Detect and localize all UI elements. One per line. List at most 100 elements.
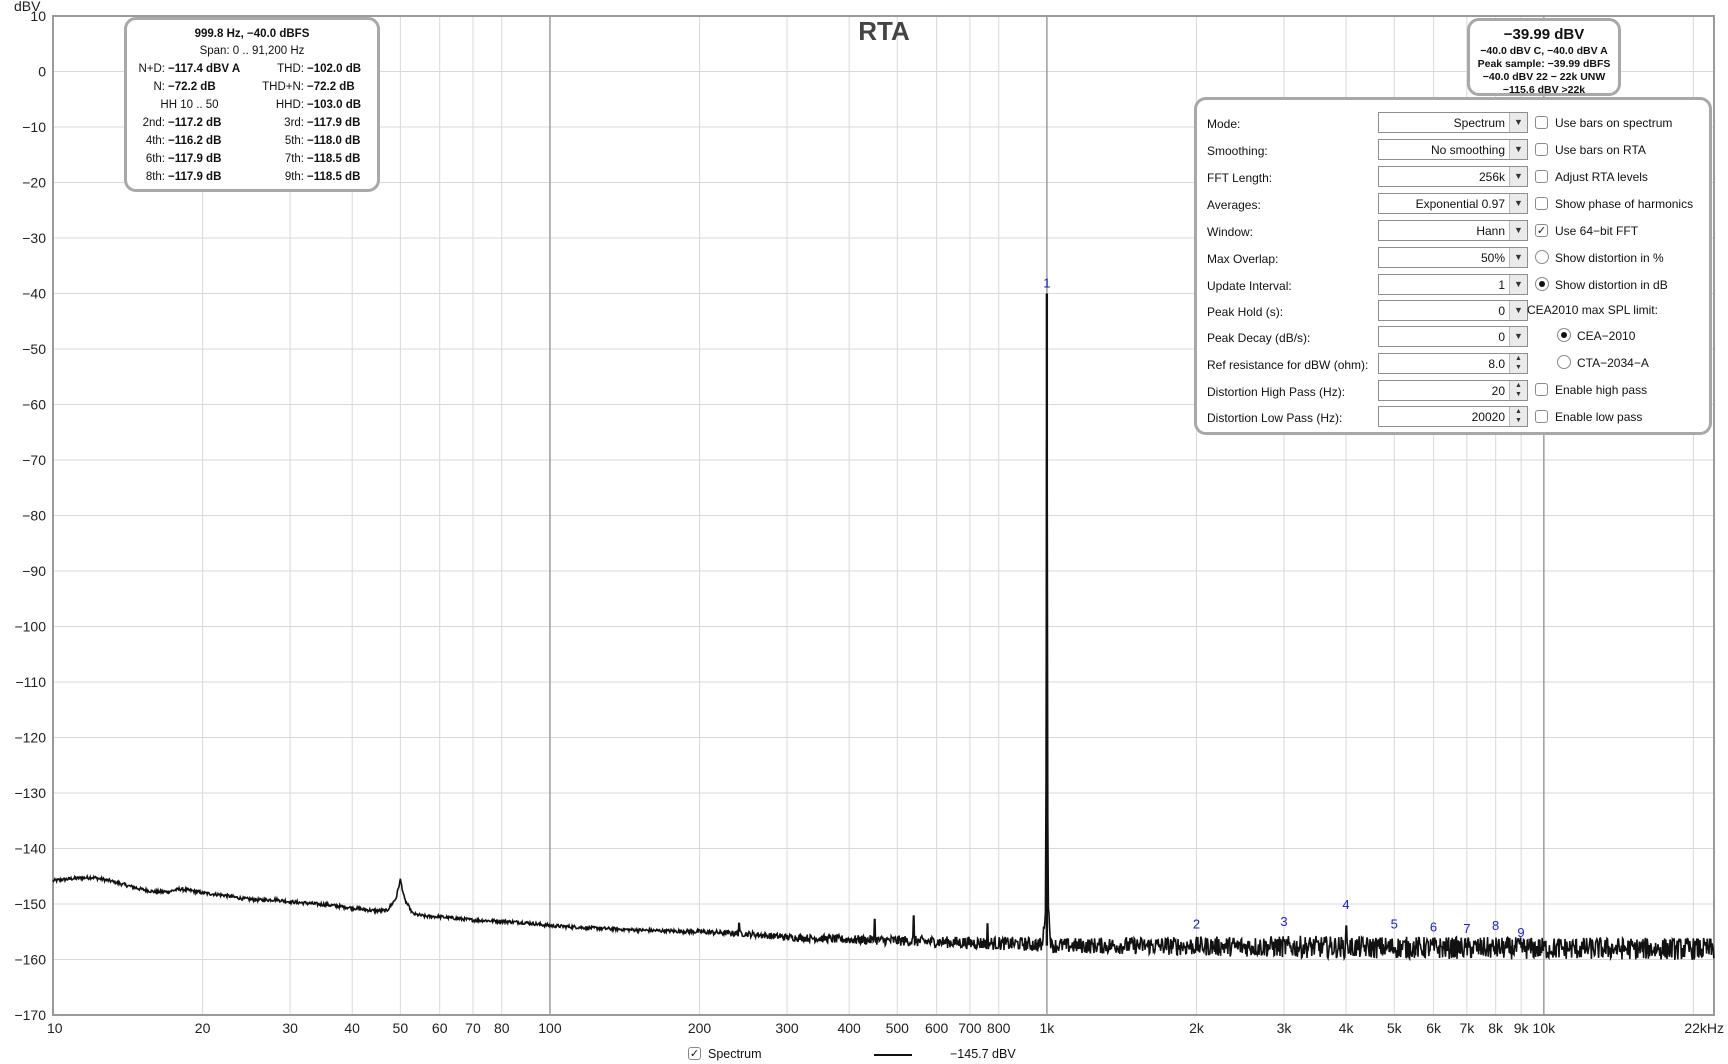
x-tick-label: 8k [1488, 1020, 1504, 1036]
use-bars-spectrum-option[interactable]: Use bars on spectrum [1535, 113, 1705, 133]
readout-row: 8th: −117.9 dB 9th: −118.5 dB [127, 168, 377, 186]
max-overlap-select[interactable]: 50% ▼ [1378, 247, 1528, 268]
phase-harmonics-checkbox[interactable] [1535, 197, 1548, 210]
fft-length-select[interactable]: 256k ▼ [1378, 166, 1528, 187]
cta2034-option[interactable]: CTA−2034−A [1557, 353, 1727, 373]
harmonic-marker: 9 [1517, 925, 1524, 940]
distortion-high-pass-spinner[interactable]: 20 ▲ ▼ [1378, 380, 1528, 401]
peak-decay-select[interactable]: 0 ▼ [1378, 326, 1528, 347]
y-tick-label: −60 [22, 397, 46, 413]
readout-value: −116.2 dB [168, 135, 222, 147]
readout-row: 4th: −116.2 dB 5th: −118.0 dB [127, 132, 377, 150]
y-tick-label: −80 [22, 508, 46, 524]
setting-max-overlap: Max Overlap: 50% ▼ [1207, 247, 1707, 271]
distortion-db-option[interactable]: Show distortion in dB [1535, 275, 1705, 295]
chevron-down-icon: ▼ [1509, 140, 1527, 159]
select-value: No smoothing [1430, 143, 1505, 157]
harmonic-marker: 7 [1463, 921, 1470, 936]
distortion-percent-radio[interactable] [1535, 250, 1549, 264]
y-tick-label: −110 [16, 674, 47, 690]
x-tick-label: 1k [1039, 1020, 1055, 1036]
cea2010-option[interactable]: CEA−2010 [1557, 326, 1727, 346]
option-label: Use 64−bit FFT [1555, 224, 1639, 238]
stepper-arrows-icon[interactable]: ▲ ▼ [1509, 354, 1527, 373]
y-tick-label: −20 [22, 175, 46, 191]
fft64-option[interactable]: ✓ Use 64−bit FFT [1535, 221, 1705, 241]
peak-hold-select[interactable]: 0 ▼ [1378, 300, 1528, 321]
select-value: 1 [1498, 278, 1505, 292]
level-main: −39.99 dBV [1503, 26, 1585, 43]
setting-fft-length: FFT Length: 256k ▼ [1207, 166, 1707, 190]
x-tick-label: 70 [465, 1020, 481, 1036]
x-tick-label: 5k [1387, 1020, 1403, 1036]
chevron-down-icon: ▼ [1509, 113, 1527, 132]
setting-peak-hold: Peak Hold (s): 0 ▼ [1207, 300, 1707, 324]
distortion-db-radio[interactable] [1535, 277, 1549, 291]
window-select[interactable]: Hann ▼ [1378, 220, 1528, 241]
readout-value: −117.2 dB [168, 117, 222, 129]
option-label: Adjust RTA levels [1555, 170, 1648, 184]
chevron-down-icon: ▼ [1509, 327, 1527, 346]
readout-row: N: −72.2 dB THD+N: −72.2 dB [127, 78, 377, 96]
cea-heading-label: CEA2010 max SPL limit: [1527, 303, 1658, 317]
option-label: Show distortion in % [1555, 251, 1664, 265]
setting-label: Mode: [1207, 117, 1241, 131]
distortion-percent-option[interactable]: Show distortion in % [1535, 248, 1705, 268]
readout-label: 8th: [145, 171, 165, 183]
use-bars-rta-option[interactable]: Use bars on RTA [1535, 140, 1705, 160]
setting-label: Distortion High Pass (Hz): [1207, 385, 1346, 399]
plot-frame [52, 15, 1715, 1016]
use-bars-spectrum-checkbox[interactable] [1535, 116, 1548, 129]
fft64-checkbox[interactable]: ✓ [1535, 224, 1548, 237]
x-tick-label: 3k [1277, 1020, 1293, 1036]
ref-resistance-spinner[interactable]: 8.0 ▲ ▼ [1378, 353, 1528, 374]
x-tick-label: 7k [1459, 1020, 1475, 1036]
phase-harmonics-option[interactable]: Show phase of harmonics [1535, 194, 1705, 214]
setting-label: Smoothing: [1207, 144, 1268, 158]
low-pass-checkbox[interactable] [1535, 410, 1548, 423]
spinner-value: 20 [1491, 384, 1505, 398]
harmonic-marker: 8 [1492, 918, 1499, 933]
averages-select[interactable]: Exponential 0.97 ▼ [1378, 193, 1528, 214]
harmonic-marker: 5 [1391, 917, 1398, 932]
select-value: Exponential 0.97 [1415, 197, 1505, 211]
low-pass-option[interactable]: Enable low pass [1535, 407, 1705, 427]
smoothing-select[interactable]: No smoothing ▼ [1378, 139, 1528, 160]
cta2034-radio[interactable] [1557, 355, 1571, 369]
spectrum-visibility-checkbox[interactable]: ✓ [688, 1047, 701, 1060]
readout-frequency: 999.8 Hz, −40.0 dBFS [194, 28, 310, 40]
adjust-rta-option[interactable]: Adjust RTA levels [1535, 167, 1705, 187]
cea2010-radio[interactable] [1557, 328, 1571, 342]
select-value: 256k [1478, 170, 1505, 184]
stepper-arrows-icon[interactable]: ▲ ▼ [1509, 407, 1527, 426]
readout-row: HH 10 .. 50 HHD: −103.0 dB [127, 96, 377, 114]
high-pass-checkbox[interactable] [1535, 383, 1548, 396]
y-tick-label: −50 [22, 341, 46, 357]
chevron-down-icon: ▼ [1509, 275, 1527, 294]
harmonic-marker: 6 [1430, 919, 1437, 934]
adjust-rta-checkbox[interactable] [1535, 170, 1548, 183]
chevron-down-icon: ▼ [1509, 221, 1527, 240]
readout-label: 2nd: [142, 117, 165, 129]
select-value: 50% [1480, 251, 1505, 265]
use-bars-rta-checkbox[interactable] [1535, 143, 1548, 156]
distortion-low-pass-spinner[interactable]: 20020 ▲ ▼ [1378, 406, 1528, 427]
mode-select[interactable]: Spectrum ▼ [1378, 112, 1528, 133]
setting-label: Update Interval: [1207, 279, 1292, 293]
setting-window: Window: Hann ▼ [1207, 220, 1707, 244]
high-pass-option[interactable]: Enable high pass [1535, 380, 1705, 400]
readout-label: 3rd: [284, 117, 304, 129]
setting-distortion-low-pass: Distortion Low Pass (Hz): 20020 ▲ ▼ [1207, 406, 1707, 430]
setting-label: Distortion Low Pass (Hz): [1207, 411, 1343, 425]
y-tick-label: −30 [22, 230, 46, 246]
readout-hh-range: HH 10 .. 50 [160, 99, 219, 111]
legend-cursor-value: −145.7 dBV [950, 1047, 1016, 1061]
y-tick-label: 0 [38, 64, 46, 80]
stepper-arrows-icon[interactable]: ▲ ▼ [1509, 381, 1527, 400]
update-interval-select[interactable]: 1 ▼ [1378, 274, 1528, 295]
y-axis-tick-labels: 10 0 −10 −20 −30 −40 −50 −60 −70 −80 −90 −100 −110 −1… [14, 8, 46, 1023]
readout-row: 6th: −117.9 dB 7th: −118.5 dB [127, 150, 377, 168]
y-tick-label: −10 [22, 119, 46, 135]
readout-value: −72.2 dB [307, 81, 355, 93]
